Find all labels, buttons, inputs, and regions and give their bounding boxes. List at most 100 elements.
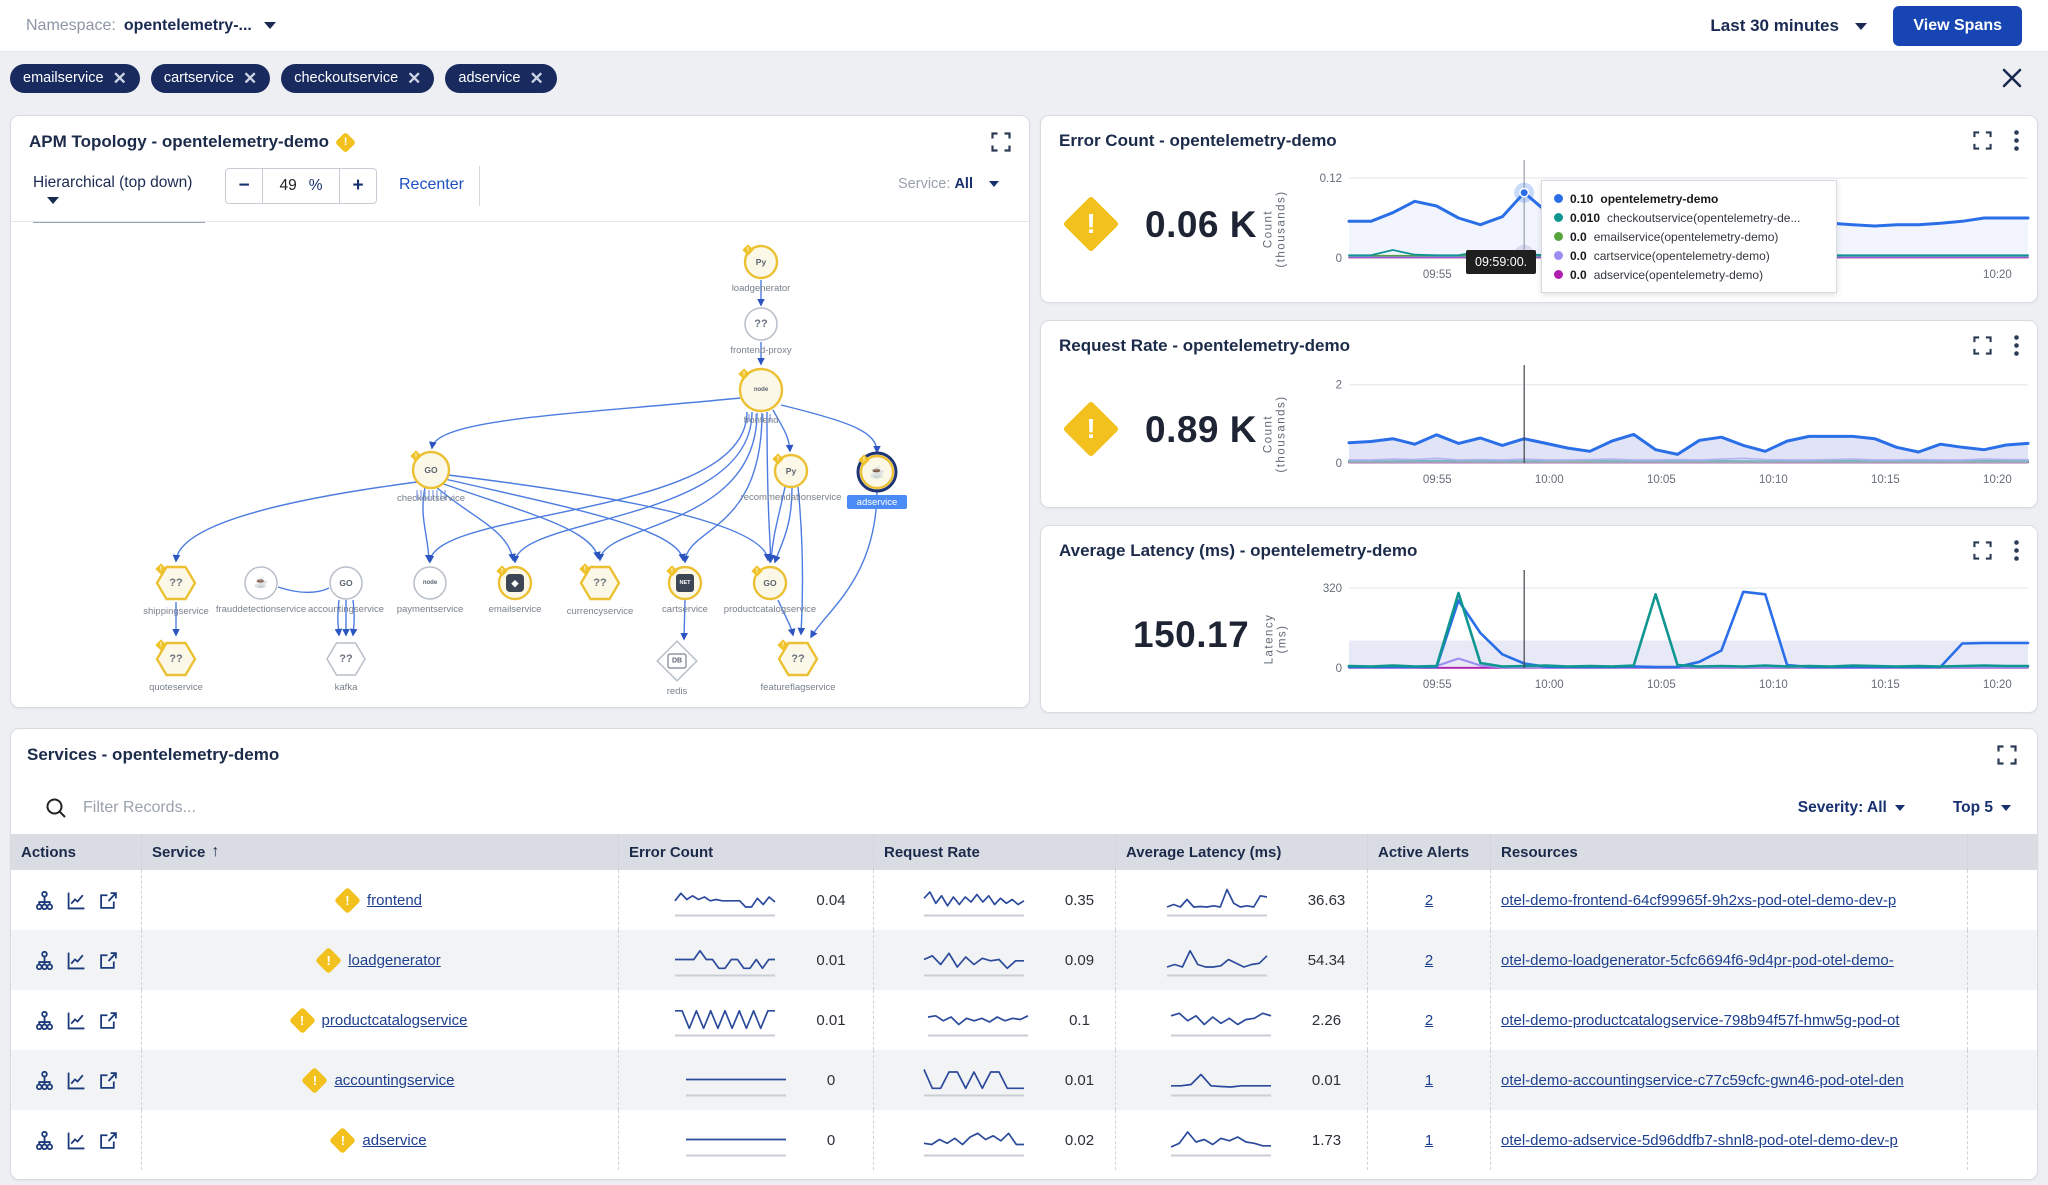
svg-text:!: ! [743, 371, 745, 378]
expand-icon[interactable] [991, 132, 1011, 152]
topology-map-icon[interactable] [35, 1070, 54, 1090]
warning-icon [288, 1006, 316, 1034]
service-link[interactable]: adservice [362, 1131, 427, 1149]
service-filter-select[interactable]: Service: All [898, 176, 999, 192]
remove-chip-icon[interactable]: ✕ [242, 68, 258, 88]
recenter-button[interactable]: Recenter [399, 176, 464, 193]
service-link[interactable]: accountingservice [334, 1071, 455, 1089]
zoom-in-button[interactable]: + [352, 175, 364, 196]
expand-icon[interactable] [1973, 541, 1992, 560]
topology-node-checkoutservice[interactable]: GO ! checkoutservice [397, 450, 465, 504]
topology-node-loadgenerator[interactable]: Py ! loadgenerator [732, 244, 791, 294]
namespace-selector[interactable]: opentelemetry-... [123, 16, 252, 34]
external-link-icon[interactable] [99, 951, 118, 970]
col-avg-latency[interactable]: Average Latency (ms) [1115, 834, 1367, 870]
topology-graph[interactable]: Py ! loadgenerator ?? frontend-proxy nod… [21, 228, 1021, 706]
chevron-down-icon [1855, 22, 1868, 30]
col-active-alerts[interactable]: Active Alerts [1367, 834, 1490, 870]
topology-map-icon[interactable] [35, 890, 54, 910]
expand-icon[interactable] [1997, 745, 2017, 765]
topology-node-frauddetectionservice[interactable]: ☕ frauddetectionservice [216, 566, 306, 615]
service-link[interactable]: frontend [366, 891, 423, 909]
close-icon[interactable] [2000, 66, 2024, 90]
remove-chip-icon[interactable]: ✕ [112, 68, 127, 88]
topology-node-emailservice[interactable]: ◆ ! emailservice [489, 565, 542, 615]
chart-icon[interactable] [67, 1131, 86, 1150]
external-link-icon[interactable] [99, 1131, 118, 1150]
remove-chip-icon[interactable]: ✕ [529, 68, 544, 88]
service-link[interactable]: loadgenerator [348, 951, 441, 969]
view-spans-button[interactable]: View Spans [1893, 5, 2022, 46]
filter-chip-checkoutservice[interactable]: checkoutservice ✕ [281, 63, 435, 93]
kebab-menu-icon[interactable] [2014, 540, 2019, 561]
severity-select[interactable]: Severity: All [1798, 799, 1905, 817]
active-alerts-link[interactable]: 2 [1424, 891, 1434, 909]
resource-link[interactable]: otel-demo-productcatalogservice-798b94f5… [1501, 1011, 1900, 1029]
resource-link[interactable]: otel-demo-frontend-64cf99965f-9h2xs-pod-… [1501, 891, 1897, 909]
expand-icon[interactable] [1973, 131, 1992, 150]
external-link-icon[interactable] [99, 1011, 118, 1030]
zoom-value-input[interactable]: 49 [279, 177, 297, 194]
topology-node-recommendationservice[interactable]: Py ! recommendationservice [741, 453, 842, 503]
resource-link[interactable]: otel-demo-adservice-5d96ddfb7-shnl8-pod-… [1501, 1131, 1898, 1149]
zoom-out-button[interactable]: − [238, 175, 250, 196]
topology-node-featureflagservice[interactable]: ?? ! featureflagservice [761, 639, 836, 693]
topology-node-cartservice[interactable]: NET ! cartservice [662, 565, 708, 615]
topology-node-shippingservice[interactable]: ?? ! shippingservice [143, 563, 209, 617]
active-alerts-link[interactable]: 2 [1424, 1011, 1434, 1029]
topology-node-quoteservice[interactable]: ?? ! quoteservice [149, 639, 203, 693]
chart-icon[interactable] [67, 1071, 86, 1090]
col-resources[interactable]: Resources [1490, 834, 1967, 870]
topology-node-currencyservice[interactable]: ?? ! currencyservice [567, 563, 634, 617]
topology-node-redis[interactable]: DB redis [656, 640, 698, 697]
top-n-select[interactable]: Top 5 [1953, 799, 2011, 817]
svg-text:!: ! [782, 642, 784, 649]
topology-node-adservice-selected[interactable]: ☕ ! adservice [847, 451, 907, 509]
topology-node-paymentservice[interactable]: node paymentservice [397, 566, 464, 615]
topology-node-productcatalogservice[interactable]: GO ! productcatalogservice [724, 565, 816, 615]
expand-icon[interactable] [1973, 336, 1992, 355]
topology-node-accountingservice[interactable]: GO accountingservice [308, 566, 384, 615]
filter-chip-adservice[interactable]: adservice ✕ [445, 63, 557, 93]
resource-link[interactable]: otel-demo-accountingservice-c77c59cfc-gw… [1501, 1071, 1904, 1089]
active-alerts-link[interactable]: 2 [1424, 951, 1434, 969]
topology-node-frontend[interactable]: node ! frontend [738, 367, 784, 426]
external-link-icon[interactable] [99, 891, 118, 910]
average-latency-chart[interactable]: 320 0 09:55 10:00 10:05 10:10 10:15 10:20 [1313, 564, 2033, 696]
services-table: Actions Service ↑ Error Count Request Rat… [11, 834, 2037, 1170]
panel-title: Services - opentelemetry-demo [27, 745, 280, 764]
col-service[interactable]: Service ↑ [141, 834, 618, 870]
filter-chip-emailservice[interactable]: emailservice ✕ [10, 63, 140, 93]
time-range-selector[interactable]: Last 30 minutes [1710, 16, 1868, 36]
col-request-rate[interactable]: Request Rate [873, 834, 1115, 870]
kebab-menu-icon[interactable] [2014, 335, 2019, 356]
svg-text:!: ! [777, 456, 779, 463]
svg-text:GO: GO [339, 578, 353, 588]
external-link-icon[interactable] [99, 1071, 118, 1090]
topology-map-icon[interactable] [35, 1130, 54, 1150]
kebab-menu-icon[interactable] [2014, 130, 2019, 151]
topology-map-icon[interactable] [35, 1010, 54, 1030]
chart-icon[interactable] [67, 951, 86, 970]
resource-link[interactable]: otel-demo-loadgenerator-5cfc6694f6-9d4pr… [1501, 951, 1894, 969]
svg-text:!: ! [584, 566, 586, 573]
topology-node-kafka[interactable]: ?? kafka [326, 642, 366, 693]
topology-map-icon[interactable] [35, 950, 54, 970]
request-rate-chart[interactable]: 2 0 09:55 10:00 10:05 10:10 10:15 10:20 [1313, 359, 2033, 491]
chart-icon[interactable] [67, 891, 86, 910]
svg-text:10:05: 10:05 [1647, 679, 1676, 691]
sort-ascending-icon[interactable]: ↑ [211, 843, 220, 860]
filter-records-input[interactable]: Filter Records... [45, 797, 1750, 819]
filter-chip-cartservice[interactable]: cartservice ✕ [150, 63, 271, 93]
chevron-down-icon[interactable] [263, 22, 276, 29]
service-link[interactable]: productcatalogservice [321, 1011, 468, 1029]
svg-text:09:55: 09:55 [1423, 474, 1452, 486]
topology-node-frontend-proxy[interactable]: ?? frontend-proxy [730, 307, 792, 356]
chart-icon[interactable] [67, 1011, 86, 1030]
active-alerts-link[interactable]: 1 [1424, 1131, 1434, 1149]
col-error-count[interactable]: Error Count [618, 834, 873, 870]
warning-icon [334, 131, 357, 153]
active-alerts-link[interactable]: 1 [1424, 1071, 1434, 1089]
layout-select[interactable]: Hierarchical (top down) [33, 174, 205, 223]
remove-chip-icon[interactable]: ✕ [407, 68, 422, 88]
